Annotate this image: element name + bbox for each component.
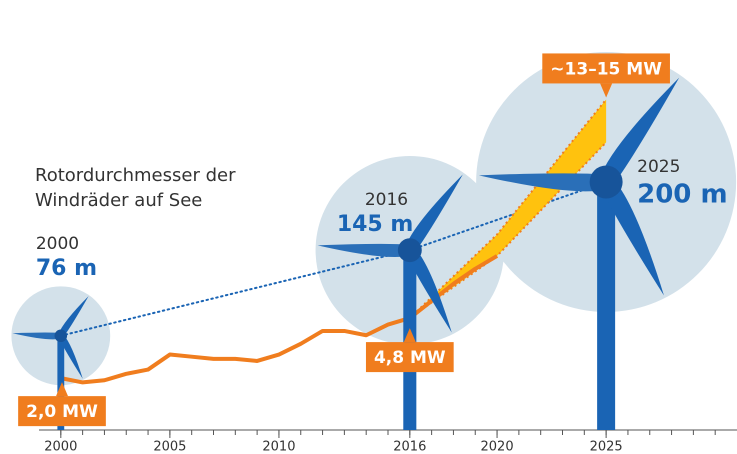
x-tick-label: 2000: [44, 440, 77, 454]
hub: [590, 166, 623, 199]
value-label: 2,0 MW: [26, 402, 98, 422]
diameter-label: 145 m: [337, 212, 414, 237]
hub: [55, 329, 68, 342]
turbine-year: 2025: [637, 157, 680, 177]
chart-title: Rotordurchmesser der Windräder auf See: [35, 163, 267, 213]
chart: 200020052010201620202025200076 m2016145 …: [0, 0, 737, 454]
x-tick-label: 2010: [262, 440, 295, 454]
diameter-label: 76 m: [36, 256, 97, 281]
turbine-year: 2000: [36, 234, 79, 254]
x-tick-label: 2016: [393, 440, 426, 454]
turbine-year: 2016: [365, 190, 408, 210]
diameter-label: 200 m: [637, 180, 727, 210]
x-tick-label: 2025: [590, 440, 623, 454]
power-label: 2,0 MW: [18, 382, 106, 426]
x-tick-label: 2005: [153, 440, 186, 454]
tower: [597, 182, 615, 430]
page: 200020052010201620202025200076 m2016145 …: [0, 0, 737, 454]
hub: [398, 238, 422, 262]
value-label: ~13–15 MW: [550, 59, 662, 79]
x-tick-label: 2020: [481, 440, 514, 454]
value-label: 4,8 MW: [374, 348, 446, 368]
